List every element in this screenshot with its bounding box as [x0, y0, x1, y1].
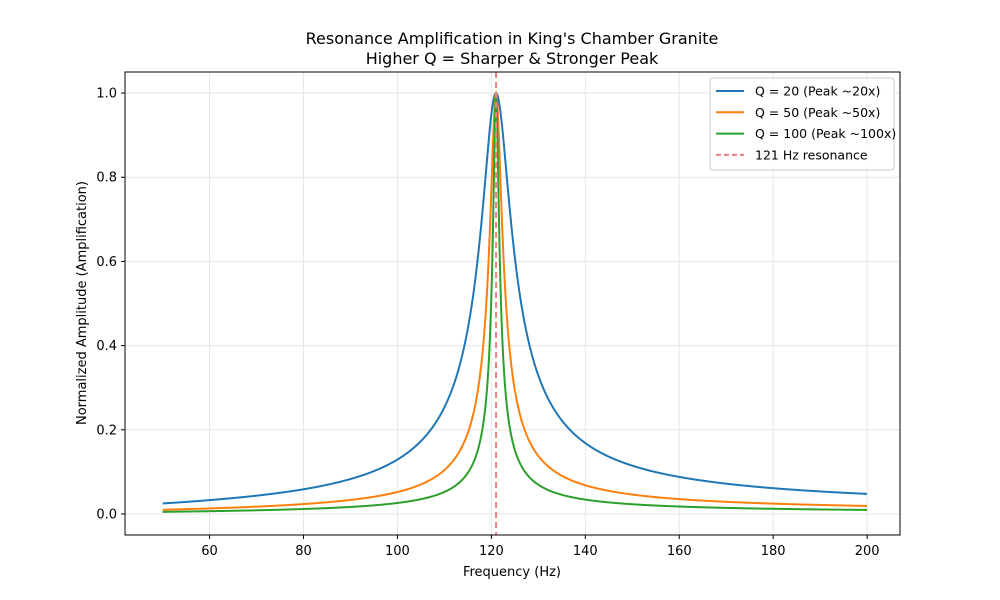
legend-label: Q = 20 (Peak ~20x): [755, 84, 880, 99]
x-tick-label: 120: [479, 544, 504, 559]
x-tick-label: 160: [667, 544, 692, 559]
chart-subtitle: Higher Q = Sharper & Stronger Peak: [366, 49, 659, 68]
legend-label: 121 Hz resonance: [755, 147, 868, 162]
chart-title: Resonance Amplification in King's Chambe…: [306, 29, 719, 48]
y-tick-label: 0.8: [96, 171, 117, 186]
x-tick-label: 200: [855, 544, 880, 559]
y-tick-label: 0.4: [96, 339, 117, 354]
x-axis-label: Frequency (Hz): [463, 565, 561, 580]
x-tick-label: 60: [201, 544, 218, 559]
y-ticks: 0.0 0.2 0.4 0.6 0.8 1.0: [96, 87, 125, 522]
x-tick-label: 180: [761, 544, 786, 559]
x-ticks: 60 80 100 120 140 160 180 200: [201, 535, 880, 559]
series-line: [162, 89, 868, 511]
x-tick-label: 80: [295, 544, 312, 559]
x-tick-label: 140: [573, 544, 598, 559]
legend: Q = 20 (Peak ~20x) Q = 50 (Peak ~50x) Q = …: [709, 77, 896, 171]
series-line: [162, 91, 868, 505]
plot-frame: [124, 71, 901, 536]
legend-label: Q = 50 (Peak ~50x): [755, 105, 880, 120]
series-layer: [162, 89, 868, 513]
series-line: [162, 92, 868, 513]
y-tick-label: 0.6: [96, 255, 117, 270]
legend-items: Q = 20 (Peak ~20x) Q = 50 (Peak ~50x) Q = …: [716, 84, 896, 162]
legend-label: Q = 100 (Peak ~100x): [755, 126, 896, 141]
y-tick-label: 0.2: [96, 423, 117, 438]
x-tick-label: 100: [385, 544, 410, 559]
legend-box: [709, 77, 895, 171]
y-tick-label: 0.0: [96, 507, 117, 522]
y-tick-label: 1.0: [96, 87, 117, 102]
y-axis-label: Normalized Amplitude (Amplification): [75, 181, 90, 425]
